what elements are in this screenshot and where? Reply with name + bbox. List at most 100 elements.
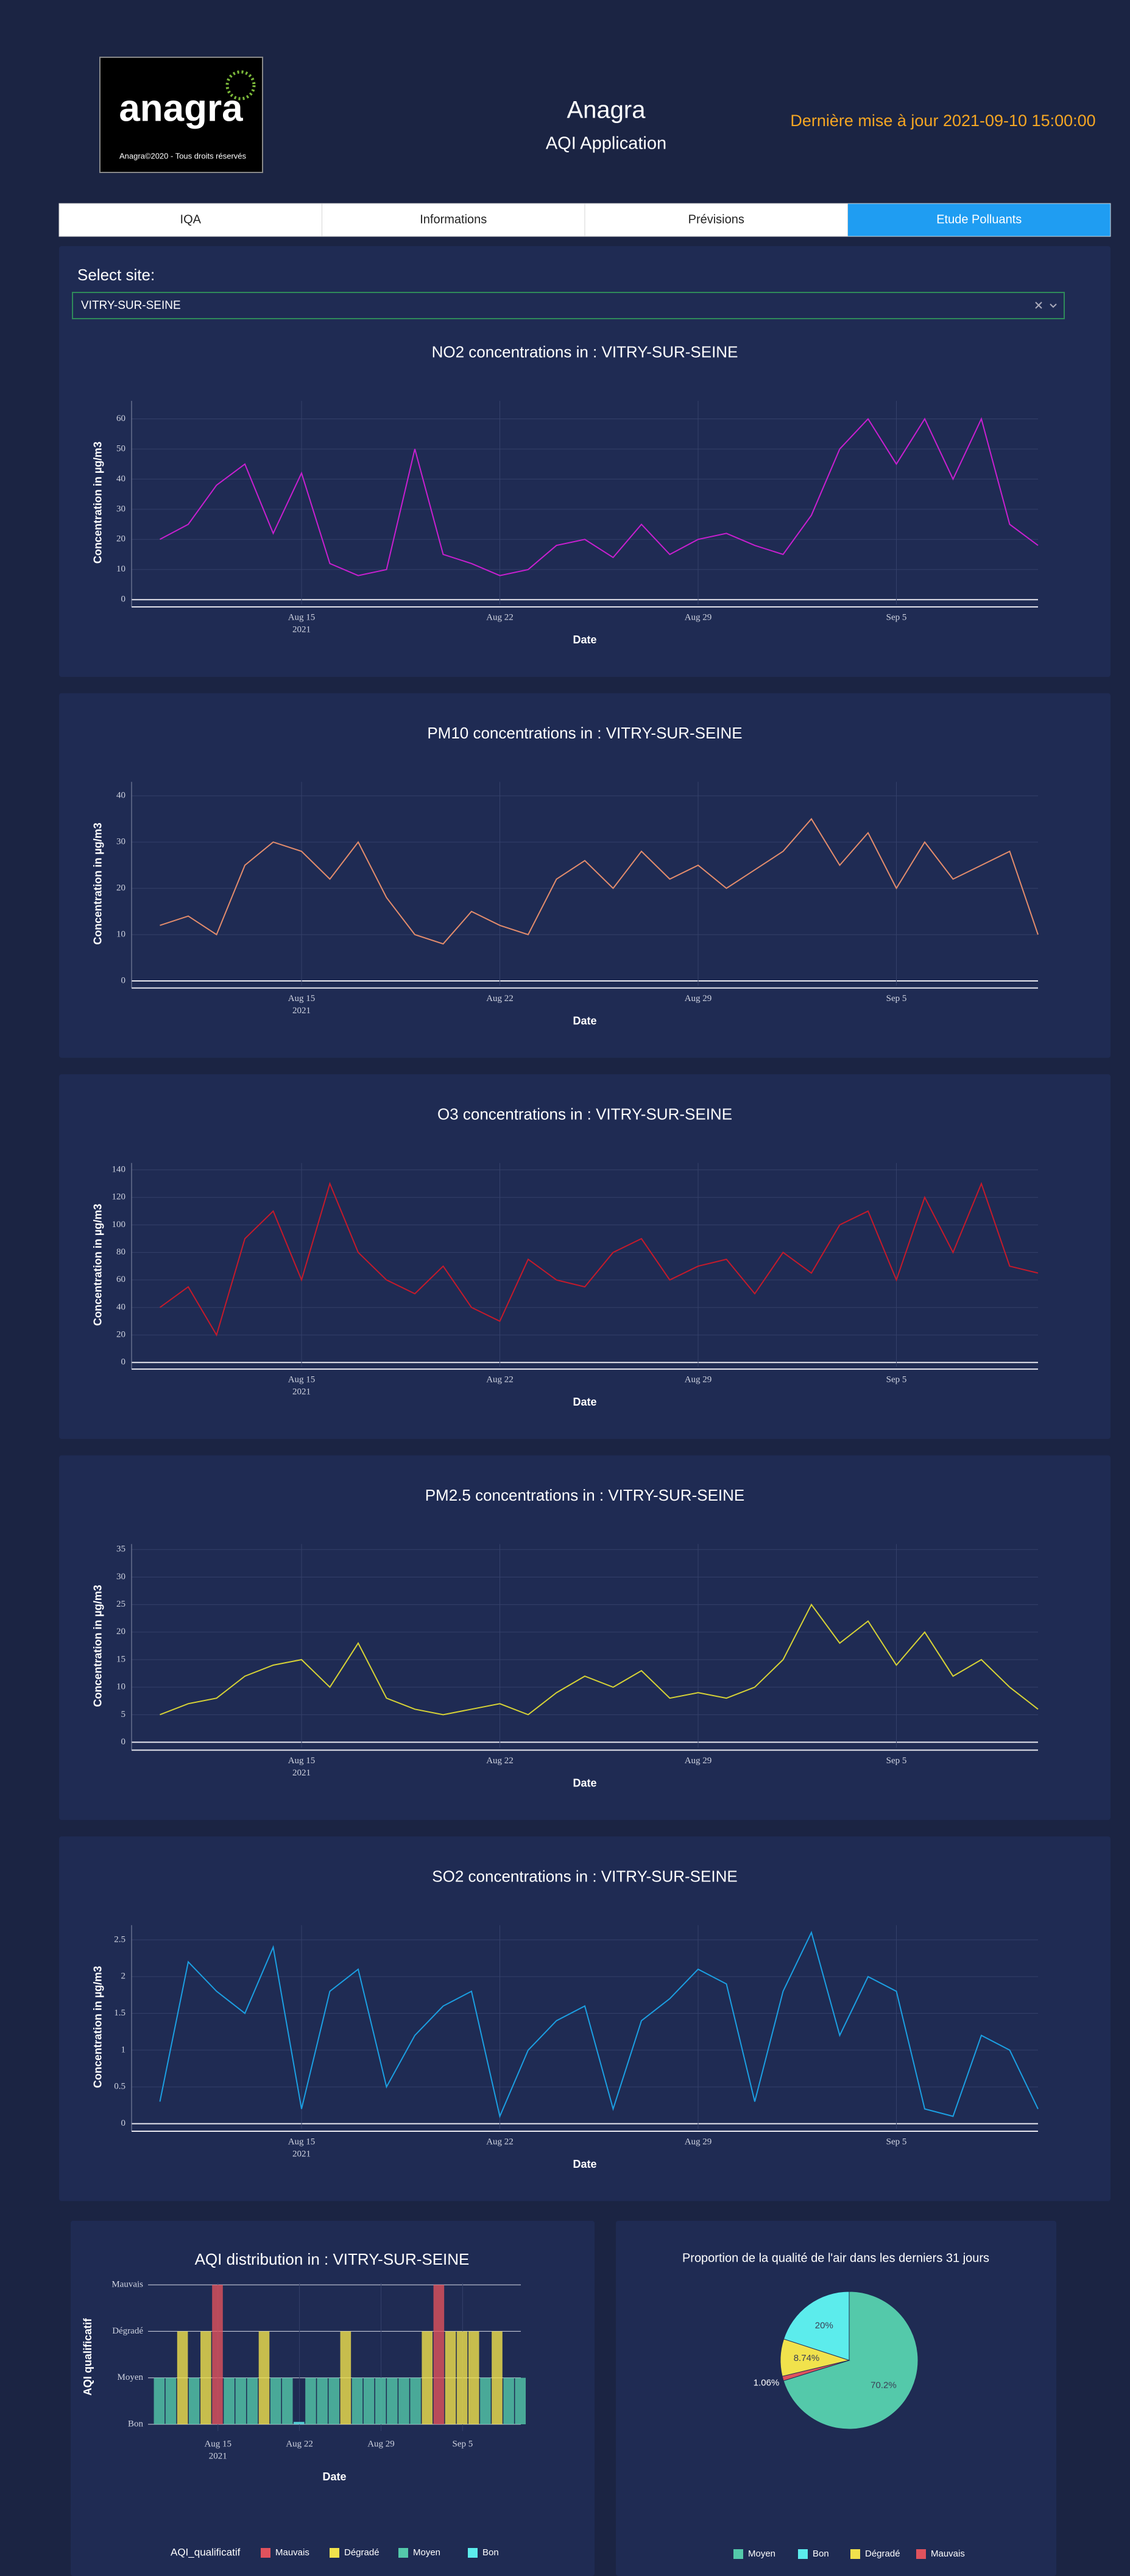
y-tick-label: 30 <box>116 504 125 514</box>
legend-label: Dégradé <box>344 2547 380 2558</box>
bar <box>258 2331 270 2424</box>
y-axis-title: AQI qualificatif <box>82 2318 94 2396</box>
legend-swatch <box>398 2548 408 2558</box>
chart-title: PM2.5 concentrations in : VITRY-SUR-SEIN… <box>425 1486 745 1504</box>
bar <box>328 2377 340 2424</box>
tab[interactable] <box>58 203 322 237</box>
x-axis-title: Date <box>573 2158 596 2170</box>
x-tick-label: Aug 22 <box>486 2137 514 2146</box>
bar <box>410 2377 421 2424</box>
y-tick-label: 0 <box>121 595 126 604</box>
y-axis-title: Concentration in µg/m3 <box>92 1585 104 1707</box>
panel <box>59 1455 1111 1821</box>
x-tick-label: Aug 22 <box>486 613 514 623</box>
pie-label: 20% <box>815 2320 833 2330</box>
select-label: Select site: <box>77 266 155 284</box>
data-line <box>159 1930 1039 2118</box>
clear-icon[interactable] <box>1035 302 1042 309</box>
legend-label: Bon <box>813 2549 829 2559</box>
x-tick-label: Sep 5 <box>886 1756 907 1766</box>
tab-label: Etude Polluants <box>936 213 1022 226</box>
y-tick-label: 0 <box>121 2118 126 2128</box>
data-line <box>160 417 1039 576</box>
tab[interactable] <box>584 203 848 237</box>
logo <box>99 57 263 173</box>
tab[interactable] <box>847 203 1111 237</box>
y-tick-label: 120 <box>112 1192 126 1202</box>
y-tick-label: 35 <box>116 1545 125 1554</box>
y-tick-label: 0.5 <box>114 2082 125 2092</box>
y-tick-label: 50 <box>116 444 125 453</box>
y-tick-label: 40 <box>116 474 125 484</box>
y-tick-label: 10 <box>116 929 125 939</box>
legend-label: Mauvais <box>275 2547 309 2558</box>
y-tick-label: 40 <box>116 1302 125 1312</box>
y-axis-title: Concentration in µg/m3 <box>92 442 104 564</box>
bar <box>154 2377 165 2424</box>
pie-slice <box>783 2291 919 2430</box>
x-tick-label: Aug 15 <box>288 1756 316 1766</box>
bar <box>398 2377 409 2424</box>
data-line <box>159 1181 1039 1337</box>
bar <box>351 2377 363 2424</box>
legend-swatch <box>850 2549 860 2559</box>
y-tick-label: 15 <box>116 1654 125 1664</box>
y-axis-title: Concentration in µg/m3 <box>92 823 104 944</box>
y-tick-label: 140 <box>112 1164 126 1174</box>
x-tick-year: 2021 <box>292 2149 311 2159</box>
panel <box>59 246 1111 677</box>
x-tick-label: Aug 22 <box>286 2439 313 2449</box>
y-tick-label: 5 <box>121 1710 126 1719</box>
pie-label: 70.2% <box>870 2380 897 2391</box>
x-tick-label: Sep 5 <box>886 1375 907 1385</box>
tab[interactable] <box>322 203 585 237</box>
bar <box>224 2377 235 2424</box>
legend-label: Mauvais <box>931 2549 965 2559</box>
x-tick-label: Aug 29 <box>685 2137 712 2146</box>
bar <box>515 2377 526 2424</box>
y-tick-label: 30 <box>116 837 125 847</box>
pie-slice <box>782 2360 850 2382</box>
bar <box>212 2285 223 2424</box>
y-tick-label: 60 <box>116 414 125 423</box>
tab-label: Informations <box>420 213 487 226</box>
y-tick-label: 10 <box>116 1682 125 1692</box>
bar <box>375 2377 386 2424</box>
x-tick-label: Aug 29 <box>685 613 712 623</box>
legend-swatch <box>798 2549 808 2559</box>
app-subtitle: AQI Application <box>546 134 666 154</box>
x-tick-label: Aug 15 <box>288 2137 316 2146</box>
y-tick-label: 20 <box>116 883 125 893</box>
chart-title: SO2 concentrations in : VITRY-SUR-SEINE <box>432 1867 737 1885</box>
bar <box>422 2331 433 2424</box>
bar <box>305 2377 316 2424</box>
chart-title: PM10 concentrations in : VITRY-SUR-SEINE <box>427 724 742 742</box>
legend-title: AQI_qualificatif <box>171 2546 241 2558</box>
y-tick-label: 20 <box>116 534 125 544</box>
tab-label: Prévisions <box>688 213 744 226</box>
chart-title: Proportion de la qualité de l'air dans l… <box>682 2251 989 2265</box>
bar <box>165 2377 177 2424</box>
y-tick-label: 10 <box>116 564 125 574</box>
site-dropdown[interactable] <box>72 292 1065 319</box>
y-tick-label: 30 <box>116 1572 125 1582</box>
y-tick-label: 1 <box>121 2045 126 2054</box>
bar <box>188 2377 200 2424</box>
logo-text: anagra <box>119 87 243 129</box>
y-tick-label: 2.5 <box>114 1934 125 1944</box>
bar <box>281 2377 293 2424</box>
panel <box>59 693 1111 1058</box>
x-axis-title: Date <box>573 1777 596 1789</box>
x-tick-year: 2021 <box>292 1768 311 1778</box>
app-title: Anagra <box>567 97 646 124</box>
bar <box>200 2331 211 2424</box>
x-tick-label: Aug 29 <box>367 2439 395 2449</box>
legend-swatch <box>916 2549 926 2559</box>
bar <box>177 2331 188 2424</box>
x-tick-label: Sep 5 <box>886 2137 907 2146</box>
y-tick-label: 1.5 <box>114 2008 125 2018</box>
chevron <box>1050 303 1057 308</box>
x-tick-label: Aug 15 <box>288 1375 316 1385</box>
x-tick-label: Aug 29 <box>685 1756 712 1766</box>
